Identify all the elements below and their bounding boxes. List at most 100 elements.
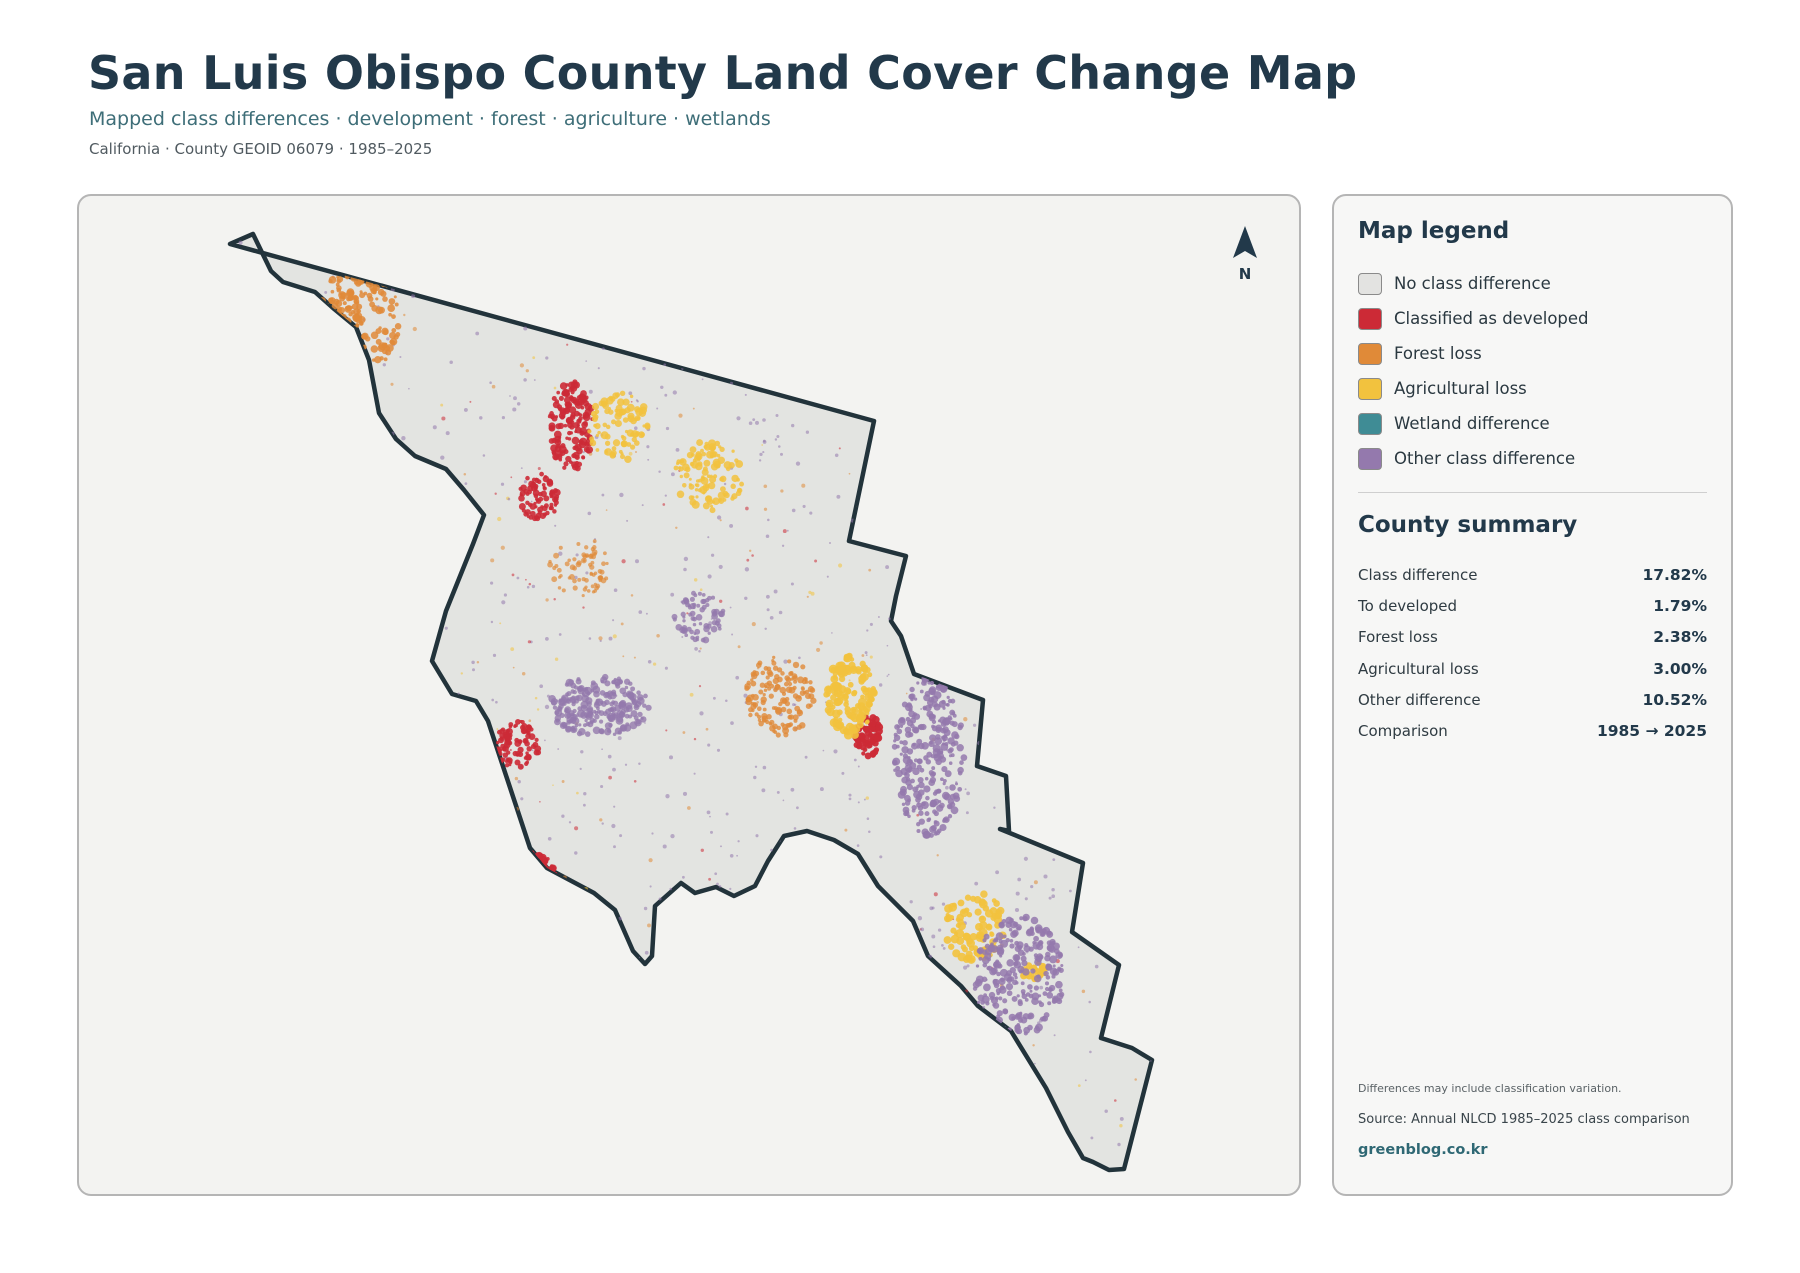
change-patch [774,438,778,441]
change-patch [725,699,728,703]
change-patch [1084,721,1088,725]
county-map[interactable]: N [79,196,1301,1196]
change-patch [504,759,509,764]
change-patch [399,968,402,972]
change-patch [822,749,825,752]
change-patch [982,541,985,544]
change-patch [1077,1084,1081,1087]
change-patch [932,945,936,949]
change-patch [1033,1100,1036,1103]
change-patch [787,681,793,687]
change-patch [906,310,909,312]
change-patch [568,679,575,686]
change-patch [1044,981,1050,986]
change-patch [1041,588,1046,593]
change-patch [622,398,630,406]
change-patch [910,778,915,784]
change-patch [932,791,938,796]
change-patch [1051,887,1055,892]
change-patch [578,728,586,736]
change-patch [342,301,347,306]
change-patch [847,681,854,688]
change-patch [619,390,626,396]
change-patch [813,847,818,852]
change-patch [1135,593,1138,596]
change-patch [675,623,683,631]
change-patch [549,879,557,887]
change-patch [1134,1078,1137,1081]
change-patch [604,408,610,415]
change-patch [755,999,758,1002]
brand-link[interactable]: greenblog.co.kr [1358,1142,1488,1158]
change-patch [781,898,786,903]
change-patch [941,902,946,906]
change-patch [279,712,282,716]
change-patch [1032,1044,1035,1047]
change-patch [1046,930,1052,936]
change-patch [1089,799,1092,802]
change-patch [604,699,610,706]
change-patch [968,945,975,952]
change-patch [916,813,920,817]
change-patch [838,675,846,683]
change-patch [826,575,829,578]
change-patch [1113,328,1117,332]
change-patch [334,428,338,431]
change-patch [372,1047,377,1052]
change-patch [762,451,765,454]
change-patch [356,713,360,717]
change-patch [932,798,940,806]
change-patch [982,392,985,394]
change-patch [584,545,589,550]
change-patch [617,398,625,406]
change-patch [921,801,926,807]
change-patch [701,378,704,381]
change-patch [729,887,732,891]
change-patch [863,798,866,801]
change-patch [375,596,381,601]
change-patch [269,239,273,242]
change-patch [1109,355,1112,359]
change-patch [744,683,751,690]
change-patch [864,523,870,529]
map-panel[interactable]: N [77,194,1301,1196]
change-patch [749,549,752,552]
change-patch [599,719,604,724]
change-patch [853,1119,859,1124]
change-patch [730,483,736,490]
change-patch [1020,676,1023,680]
change-patch [698,1158,702,1162]
change-patch [737,840,740,843]
change-patch [338,874,340,876]
change-patch [884,928,889,933]
change-patch [1046,963,1050,968]
change-patch [565,436,569,440]
change-patch [1096,524,1100,529]
change-patch [632,964,636,967]
change-patch [885,505,893,513]
change-patch [439,877,443,881]
change-patch [904,794,911,802]
change-patch [719,476,724,482]
change-patch [618,408,626,416]
change-patch [342,796,348,801]
change-patch [944,283,948,287]
change-patch [945,785,949,790]
change-patch [318,928,321,931]
change-patch [809,687,816,693]
change-patch [883,512,891,520]
change-patch [954,782,959,786]
change-patch [940,720,947,727]
change-patch [555,887,560,892]
change-patch [330,895,333,898]
change-patch [974,881,979,886]
change-patch [949,915,955,920]
change-patch [589,564,595,570]
change-patch [1061,778,1064,781]
change-patch [827,1173,829,1175]
change-patch [898,429,902,433]
change-patch [966,954,976,964]
change-patch [1115,760,1118,763]
change-patch [455,916,460,921]
change-patch [536,895,541,900]
